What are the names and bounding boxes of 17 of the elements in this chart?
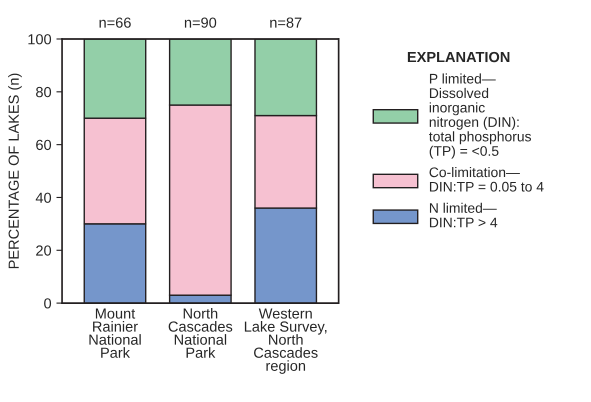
x-tick-label: Mount Rainier National Park <box>89 308 141 358</box>
legend-title: EXPLANATION <box>408 52 510 62</box>
y-tick-label: 0 <box>44 298 52 309</box>
text: n=90 <box>184 17 216 28</box>
legend-label: P limited— Dissolved inorganic nitrogen (DIN): total phosphorus (TP) = <0.5 <box>429 73 532 159</box>
x-tick-label: North Cascades National Park <box>168 308 232 358</box>
y-tick-label: 40 <box>36 192 52 203</box>
legend-label: Co-limitation— DIN:TP = 0.05 to 4 <box>430 166 544 192</box>
y-tick-label: 80 <box>36 86 52 98</box>
text: n=66 <box>100 17 131 28</box>
legend-label: N limited— DIN:TP > 4 <box>430 202 498 228</box>
y-tick-label: 20 <box>36 245 52 256</box>
text: n=87 <box>270 17 302 28</box>
y-axis-title: PERCENTAGE OF LAKES (n) <box>8 74 22 268</box>
x-tick-label: Western Lake Survey, North Cascades region <box>244 308 326 374</box>
y-tick-label: 60 <box>36 140 52 150</box>
y-tick-label: 100 <box>28 34 52 44</box>
